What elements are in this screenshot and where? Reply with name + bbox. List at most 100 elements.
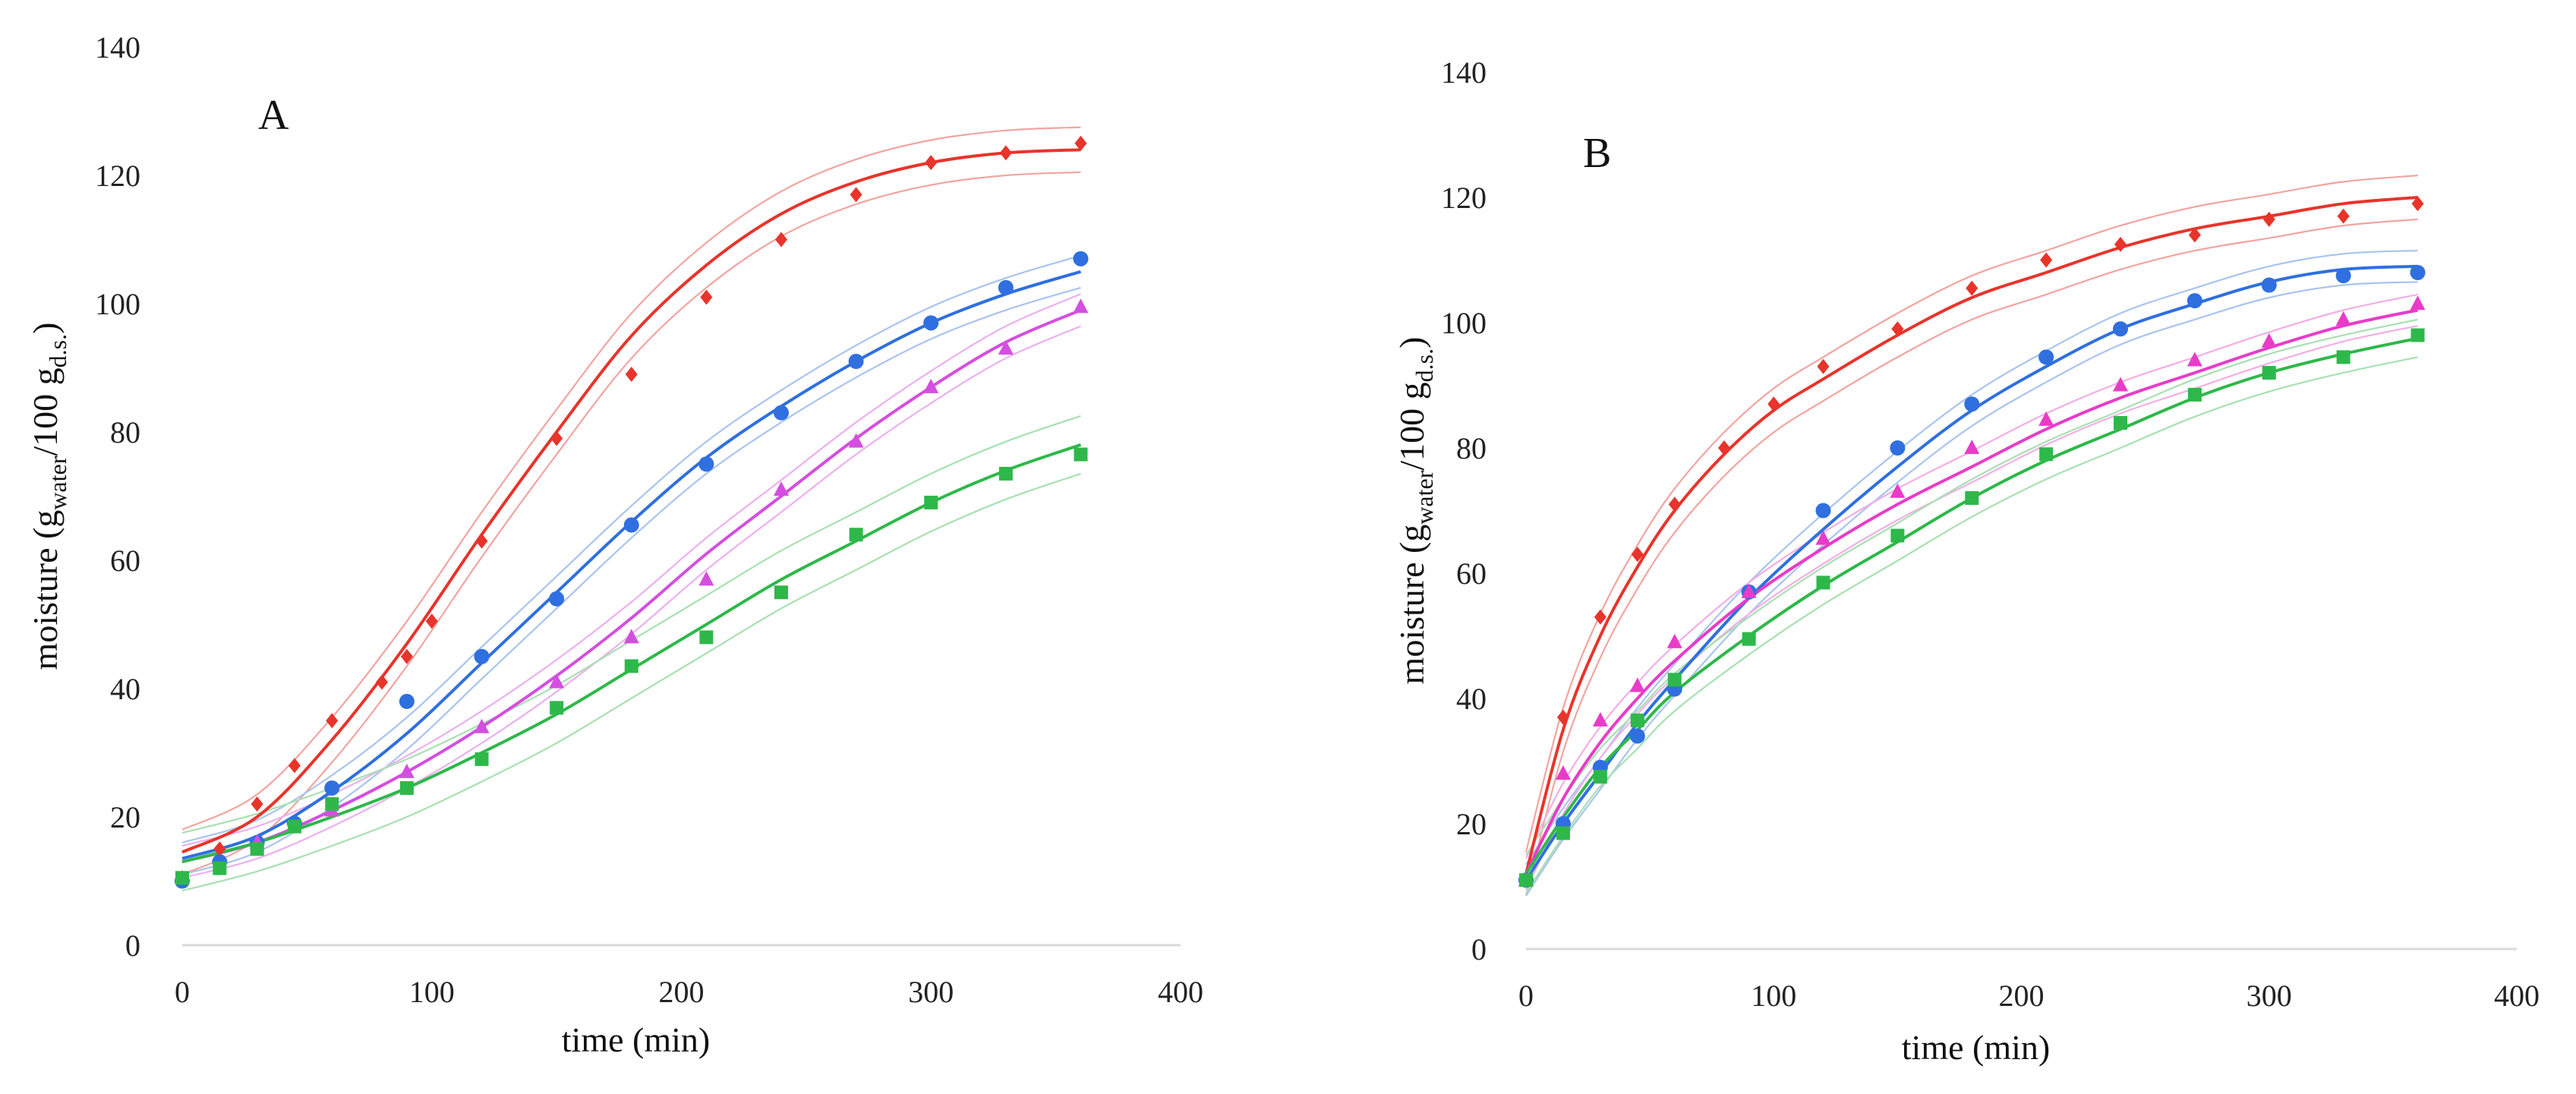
y-tick-label: 120 xyxy=(95,159,140,193)
data-point-magenta xyxy=(1592,711,1608,727)
y-tick-label: 0 xyxy=(125,928,140,963)
data-point-red xyxy=(1074,135,1087,151)
data-point-red xyxy=(775,232,787,247)
fit-line-blue xyxy=(181,270,1082,860)
data-point-blue xyxy=(1890,440,1906,456)
x-tick-label: 300 xyxy=(2247,979,2292,1013)
data-point-green xyxy=(475,752,489,766)
confidence-band-upper-red xyxy=(181,126,1081,831)
panel-label-a: A xyxy=(258,92,289,139)
data-point-green xyxy=(325,797,339,812)
x-tick-label: 300 xyxy=(908,975,954,1009)
x-tick-label: 0 xyxy=(1518,979,1534,1013)
data-point-red xyxy=(425,613,438,629)
data-point-red xyxy=(850,187,862,203)
data-point-blue xyxy=(2038,349,2054,365)
data-point-magenta xyxy=(2335,311,2351,326)
data-point-green xyxy=(849,528,863,542)
data-point-blue xyxy=(2113,321,2128,337)
data-point-magenta xyxy=(474,718,490,733)
data-point-blue xyxy=(1815,503,1831,519)
data-point-green xyxy=(1667,673,1682,687)
data-point-red xyxy=(925,155,938,171)
x-tick-label: 400 xyxy=(1158,975,1203,1009)
data-point-red xyxy=(2262,211,2275,227)
data-point-red xyxy=(1594,609,1606,625)
data-point-blue xyxy=(2410,265,2426,280)
y-tick-label: 20 xyxy=(110,800,140,834)
data-point-red xyxy=(326,713,339,729)
x-tick-label: 200 xyxy=(1999,979,2045,1013)
y-tick-label: 80 xyxy=(110,415,140,449)
data-point-green xyxy=(399,780,414,795)
data-point-green xyxy=(250,842,264,856)
data-point-blue xyxy=(2187,293,2202,309)
data-point-green xyxy=(2114,416,2127,430)
y-tick-label: 0 xyxy=(1471,932,1487,966)
x-axis-title: time (min) xyxy=(562,1020,710,1059)
y-tick-label: 60 xyxy=(1456,556,1487,591)
confidence-band-lower-magenta xyxy=(1525,325,2418,891)
data-point-green xyxy=(1965,491,1979,505)
data-point-blue xyxy=(623,517,639,533)
fit-curves xyxy=(1524,196,2418,881)
data-point-green xyxy=(2187,387,2202,402)
data-point-magenta xyxy=(549,673,565,689)
data-markers xyxy=(1518,196,2426,888)
data-point-red xyxy=(288,758,301,774)
confidence-band-upper-blue xyxy=(181,254,1081,843)
confidence-band-lower-green xyxy=(1525,356,2418,894)
data-point-magenta xyxy=(774,481,789,497)
fit-line-red xyxy=(1524,196,2418,875)
data-point-green xyxy=(774,585,788,600)
data-point-magenta xyxy=(1073,298,1089,314)
y-tick-label: 80 xyxy=(1456,431,1487,465)
data-point-red xyxy=(213,841,226,857)
data-point-red xyxy=(2411,196,2424,212)
data-point-blue xyxy=(1073,251,1089,266)
data-point-magenta xyxy=(698,571,714,586)
data-point-blue xyxy=(399,693,415,709)
data-point-blue xyxy=(2261,277,2277,293)
y-tick-labels: 0 20 40 60 80 100 120 140 xyxy=(1441,55,1487,966)
fit-line-magenta xyxy=(1524,308,2418,875)
data-point-magenta xyxy=(848,433,864,448)
data-point-blue xyxy=(848,354,864,370)
data-point-red xyxy=(1556,709,1569,725)
confidence-bands xyxy=(1524,175,2418,897)
data-point-magenta xyxy=(623,629,639,644)
x-tick-label: 400 xyxy=(2494,979,2540,1013)
data-point-red xyxy=(475,533,488,549)
data-point-magenta xyxy=(1666,633,1682,648)
data-point-red xyxy=(2114,236,2127,252)
data-point-red xyxy=(1631,547,1644,563)
x-tick-labels: 0 100 200 300 400 xyxy=(175,975,1203,1009)
data-point-red xyxy=(1891,321,1904,337)
y-tick-label: 40 xyxy=(110,672,140,706)
y-tick-label: 40 xyxy=(1456,682,1487,716)
data-point-green xyxy=(924,495,938,509)
y-axis-title: moisture (gwater/100 gd.s.) xyxy=(1392,337,1438,685)
data-point-magenta xyxy=(1555,765,1571,780)
data-point-magenta xyxy=(1815,530,1831,545)
data-point-red xyxy=(999,145,1012,161)
data-point-red xyxy=(700,289,713,305)
data-markers xyxy=(175,135,1089,889)
confidence-band-lower-red xyxy=(181,171,1081,875)
data-point-magenta xyxy=(1629,677,1645,692)
data-point-blue xyxy=(1964,396,1980,412)
data-point-red xyxy=(1817,358,1830,374)
data-point-magenta xyxy=(998,340,1014,355)
y-tick-label: 120 xyxy=(1441,181,1487,215)
x-axis-title: time (min) xyxy=(1902,1028,2050,1067)
data-point-blue xyxy=(698,456,714,472)
fit-line-green xyxy=(181,443,1082,864)
confidence-band-upper-magenta xyxy=(1525,293,2418,859)
data-point-magenta xyxy=(923,378,939,393)
data-point-magenta xyxy=(1741,583,1757,598)
data-point-magenta xyxy=(2113,377,2128,392)
data-point-green xyxy=(1593,770,1607,784)
data-point-magenta xyxy=(2261,333,2277,348)
data-point-magenta xyxy=(399,763,415,778)
